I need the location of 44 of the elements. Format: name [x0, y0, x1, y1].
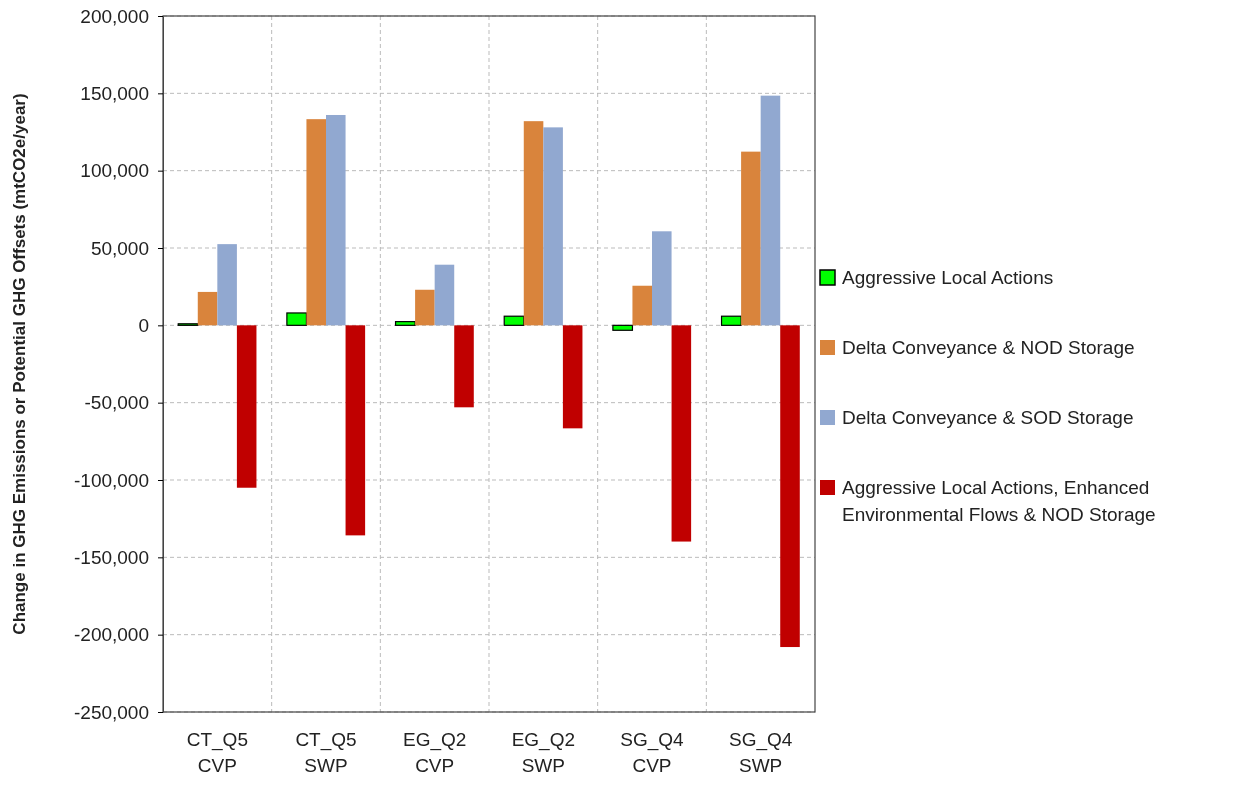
bar — [562, 325, 583, 429]
x-tick-label: EG_Q2 SWP — [511, 729, 576, 776]
x-tick-label: CT_Q5 CVP — [186, 729, 248, 776]
bar — [523, 121, 544, 326]
y-tick-label: 0 — [138, 314, 149, 336]
bar — [503, 315, 525, 326]
bar — [454, 325, 474, 408]
bar — [612, 324, 634, 331]
bar — [394, 321, 416, 326]
x-tick-label: SG_Q4 SWP — [728, 729, 793, 776]
bar — [217, 244, 237, 326]
bar — [415, 289, 435, 326]
legend-label: Aggressive Local Actions — [842, 267, 1054, 288]
bar — [345, 325, 366, 536]
y-tick-label: 200,000 — [80, 5, 149, 27]
y-tick-label: 150,000 — [80, 82, 149, 104]
y-tick-label: -100,000 — [73, 469, 149, 491]
bar — [671, 325, 692, 542]
bar — [760, 95, 781, 326]
bar — [286, 312, 308, 326]
y-tick-label: -50,000 — [84, 392, 149, 414]
bar — [326, 114, 346, 326]
x-tick-label: EG_Q2 CVP — [402, 729, 467, 776]
bar — [197, 291, 218, 326]
bar — [652, 231, 672, 326]
bar — [741, 151, 761, 326]
y-tick-label: -200,000 — [73, 624, 149, 646]
y-tick-label: -250,000 — [73, 701, 149, 723]
bar — [632, 285, 652, 326]
bar — [434, 264, 455, 326]
bar — [543, 127, 563, 326]
legend-label: Delta Conveyance & NOD Storage — [842, 337, 1135, 358]
bar — [720, 315, 742, 326]
y-tick-label: 50,000 — [90, 237, 149, 259]
x-tick-label: SG_Q4 CVP — [620, 729, 685, 776]
legend-label: Aggressive Local Actions, Enhanced Environmental Flows & NOD Storage — [842, 477, 1156, 525]
y-tick-label: 100,000 — [80, 160, 149, 182]
y-axis-title: Change in GHG Emissions or Potential GHG Offsets (mtCO2e/year) — [10, 93, 29, 635]
x-tick-label: CT_Q5 SWP — [295, 729, 357, 776]
legend-label: Delta Conveyance & SOD Storage — [842, 407, 1134, 428]
bar — [306, 119, 326, 326]
y-tick-label: -150,000 — [73, 546, 149, 568]
bar — [236, 325, 257, 488]
bar — [780, 325, 800, 648]
